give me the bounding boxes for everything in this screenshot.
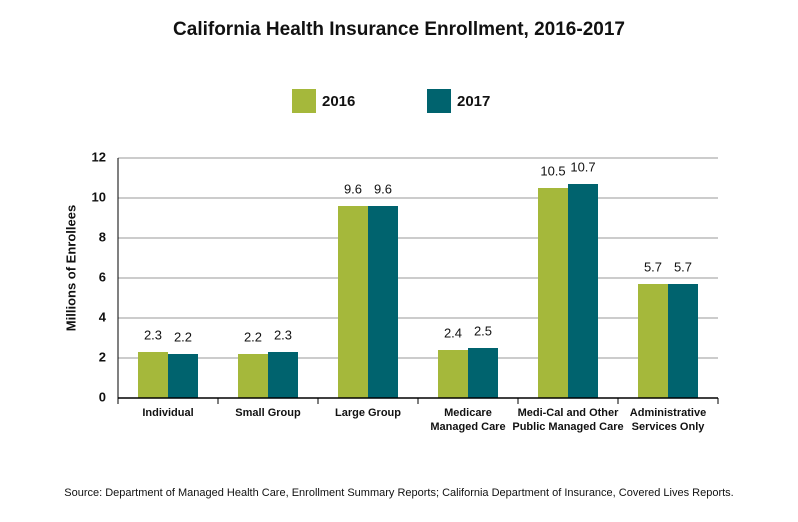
legend-swatch: [427, 89, 451, 113]
data-label: 2.4: [444, 325, 462, 340]
x-tick-label: Administrative Services Only: [630, 407, 706, 433]
bar: [168, 354, 198, 398]
y-tick-label: 4: [99, 309, 107, 324]
bar: [138, 352, 168, 398]
data-label: 2.5: [474, 323, 492, 338]
data-label: 9.6: [344, 181, 362, 196]
data-label: 10.5: [540, 163, 565, 178]
x-tick-label: Medi-Cal and Other Public Managed Care: [512, 407, 623, 433]
data-label: 2.3: [274, 327, 292, 342]
x-tick-label: Small Group: [235, 407, 301, 419]
bar: [238, 354, 268, 398]
data-label: 9.6: [374, 181, 392, 196]
bar: [568, 184, 598, 398]
x-tick-label: Medicare Managed Care: [430, 407, 505, 433]
data-label: 2.3: [144, 327, 162, 342]
legend-label: 2017: [457, 93, 490, 110]
data-label: 5.7: [644, 259, 662, 274]
bar: [338, 206, 368, 398]
legend-label: 2016: [322, 93, 355, 110]
y-axis-title: Millions of Enrollees: [63, 205, 78, 331]
data-label: 5.7: [674, 259, 692, 274]
source-note: Source: Department of Managed Health Car…: [64, 487, 733, 499]
y-tick-label: 2: [99, 349, 106, 364]
bar: [368, 206, 398, 398]
data-label: 2.2: [174, 329, 192, 344]
bar: [668, 284, 698, 398]
bar: [268, 352, 298, 398]
bar: [438, 350, 468, 398]
bar: [468, 348, 498, 398]
y-tick-label: 10: [92, 189, 106, 204]
bar: [638, 284, 668, 398]
data-label: 2.2: [244, 329, 262, 344]
x-tick-label: Large Group: [335, 407, 401, 419]
x-tick-label: Individual: [142, 407, 193, 419]
legend-swatch: [292, 89, 316, 113]
y-tick-label: 8: [99, 229, 106, 244]
y-tick-label: 0: [99, 389, 106, 404]
bar: [538, 188, 568, 398]
data-label: 10.7: [570, 159, 595, 174]
y-tick-label: 6: [99, 269, 106, 284]
y-tick-label: 12: [92, 149, 106, 164]
chart-title: California Health Insurance Enrollment, …: [173, 19, 625, 40]
